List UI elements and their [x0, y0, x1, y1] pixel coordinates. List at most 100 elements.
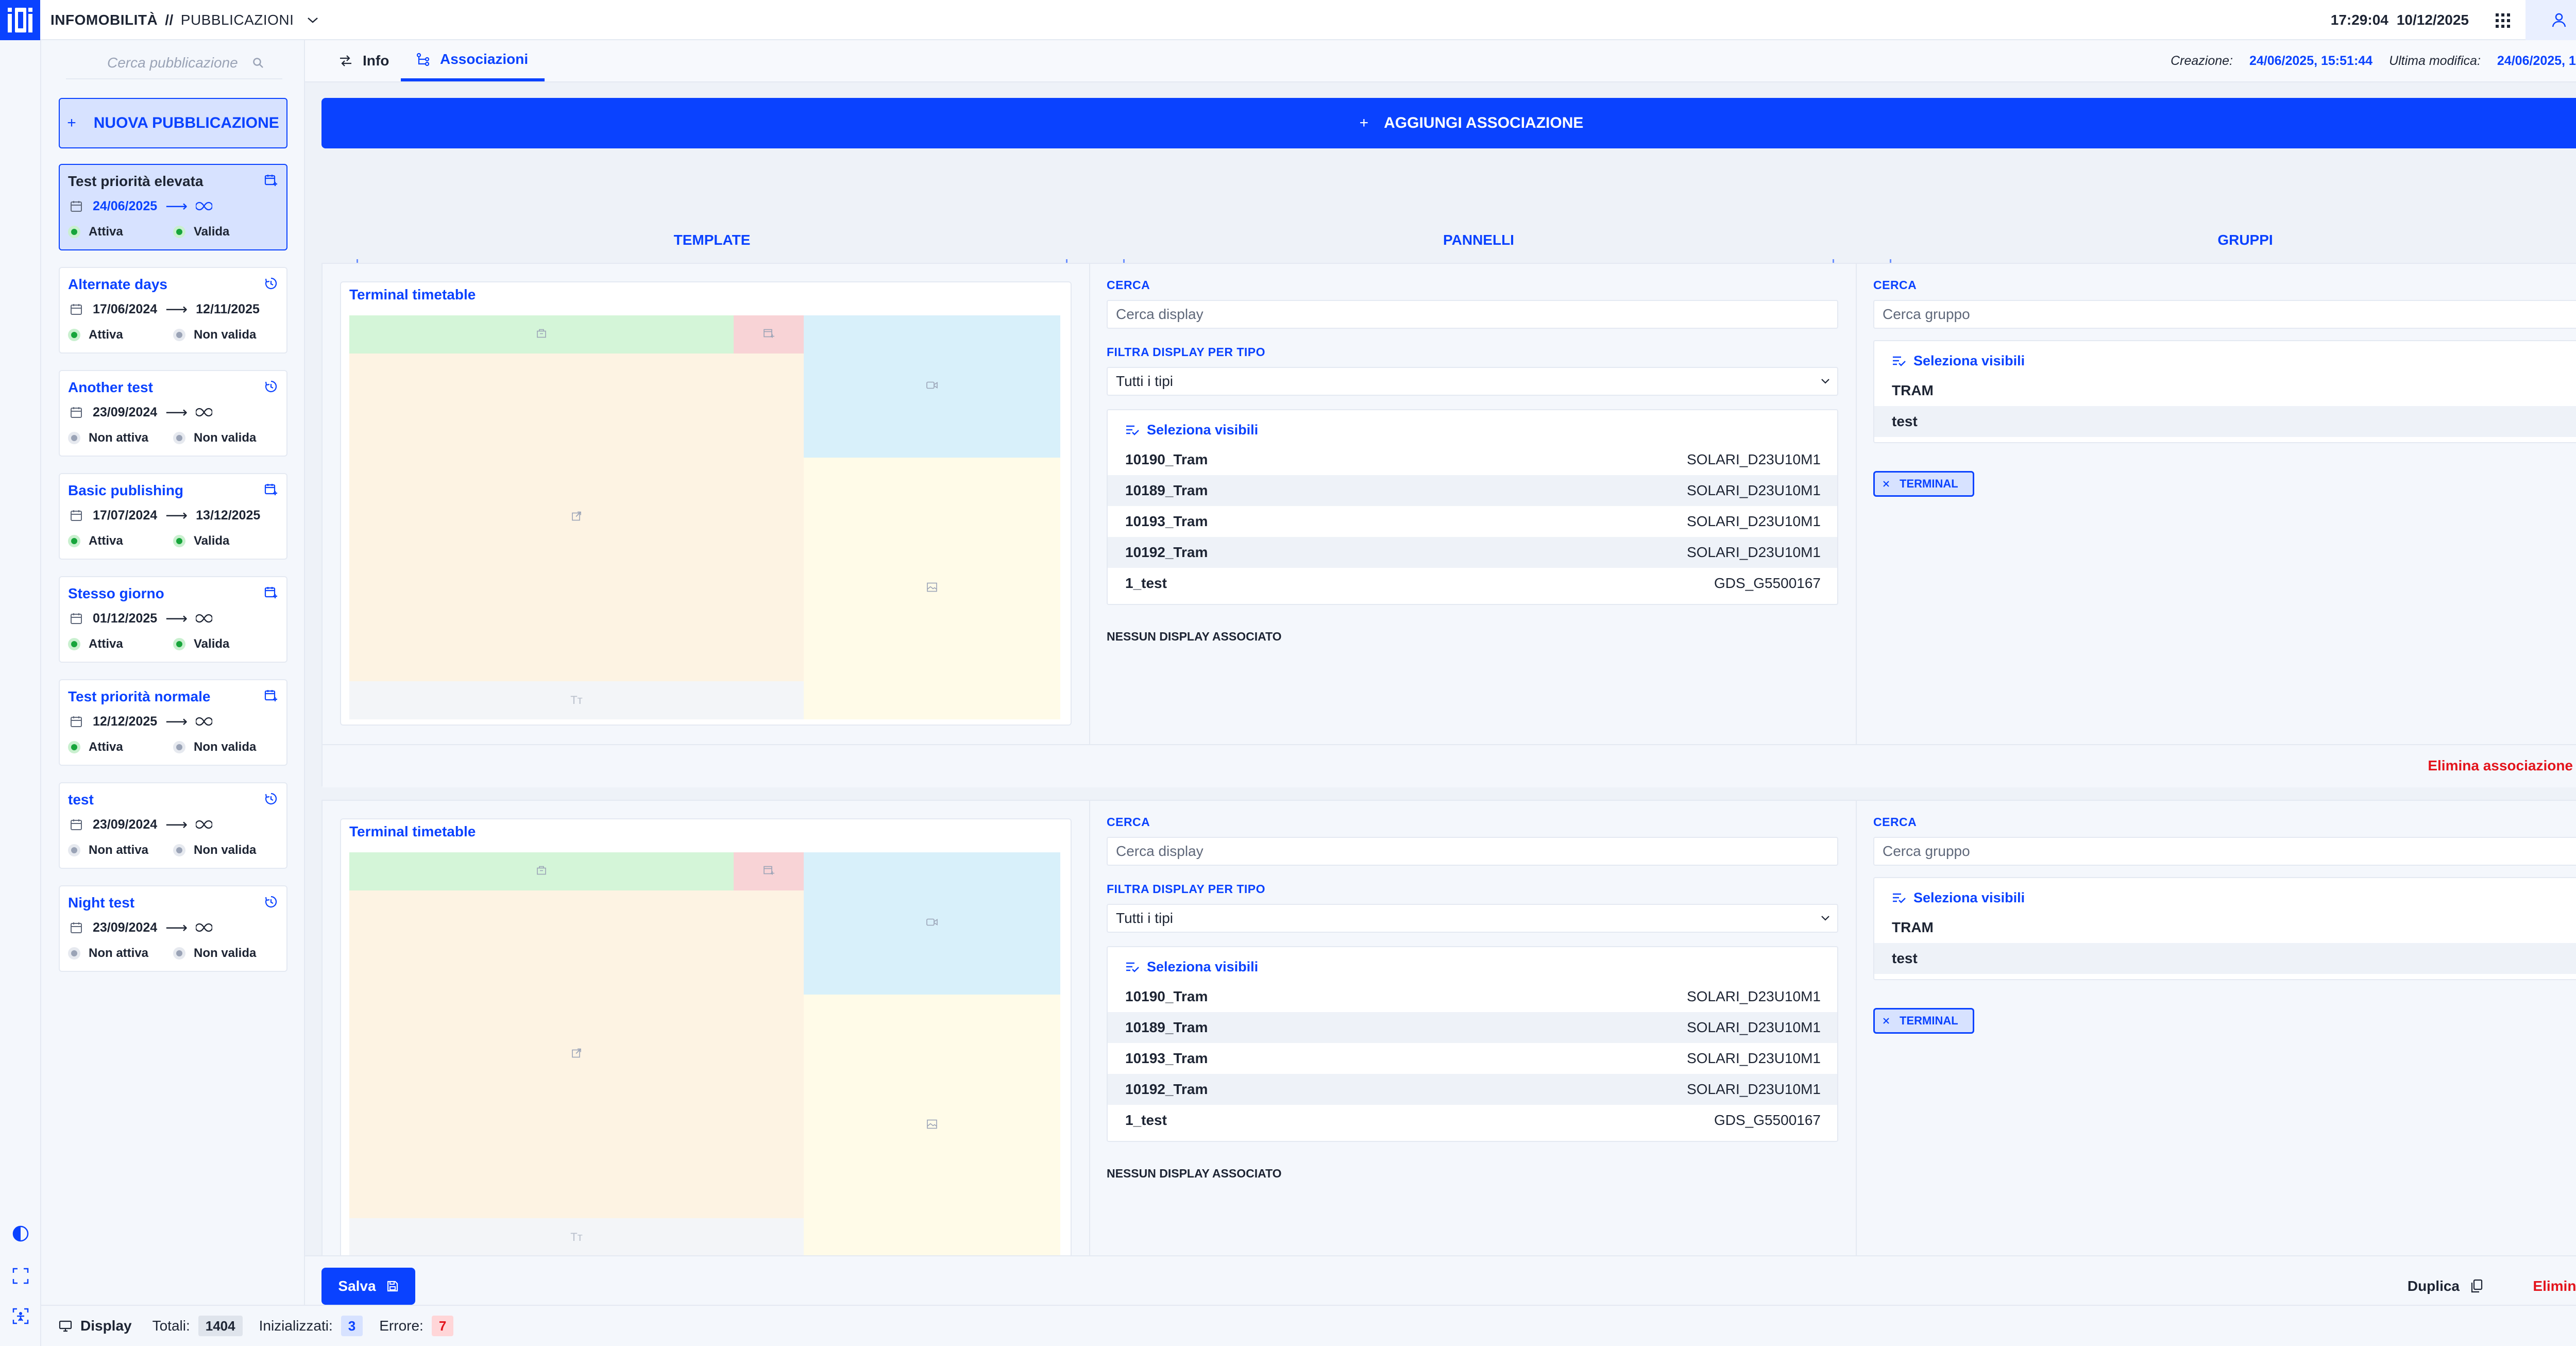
select-visible-button[interactable]: Seleziona visibili — [1108, 952, 1837, 981]
save-button[interactable]: Salva — [321, 1268, 415, 1305]
publication-title: Alternate days — [68, 276, 167, 292]
group-row[interactable]: test — [1874, 406, 2576, 437]
created-label: Creazione: — [2171, 53, 2233, 68]
delete-association-button[interactable]: Elimina associazione — [2428, 758, 2576, 774]
save-label: Salva — [338, 1278, 376, 1294]
display-row[interactable]: 10192_Tram SOLARI_D23U10M1 — [1108, 1074, 1837, 1105]
search-input[interactable]: Cerca pubblicazione — [107, 55, 238, 71]
checklist-icon — [1892, 355, 1906, 366]
valid-status: Non valida — [173, 843, 278, 857]
display-row[interactable]: 10189_Tram SOLARI_D23U10M1 — [1108, 1012, 1837, 1043]
error-label: Errore: — [379, 1318, 423, 1334]
active-label: Attiva — [89, 225, 123, 239]
group-search-label: CERCA — [1873, 278, 1917, 292]
publication-card[interactable]: test 23/09/2024 ⟶ Non attiva Non valida — [59, 782, 287, 869]
duplicate-button[interactable]: Duplica — [2408, 1268, 2483, 1305]
publication-status: Non attiva Non valida — [68, 941, 278, 966]
publication-card[interactable]: Test priorità elevata 24/06/2025 ⟶ Attiv… — [59, 164, 287, 250]
display-row[interactable]: 10189_Tram SOLARI_D23U10M1 — [1108, 475, 1837, 506]
group-row[interactable]: TRAM — [1874, 375, 2576, 406]
tab-associazioni-label: Associazioni — [440, 51, 529, 67]
active-label: Attiva — [89, 740, 123, 754]
app-logo[interactable] — [0, 0, 40, 40]
end-date: 12/11/2025 — [196, 301, 260, 316]
apps-grid-icon[interactable] — [2495, 12, 2511, 29]
group-row[interactable]: test — [1874, 943, 2576, 974]
publication-card[interactable]: Alternate days 17/06/2024 ⟶ 12/11/2025 A… — [59, 267, 287, 354]
display-row[interactable]: 10192_Tram SOLARI_D23U10M1 — [1108, 537, 1837, 568]
publication-status: Attiva Valida — [68, 632, 278, 657]
display-search-input[interactable]: Cerca display — [1107, 300, 1838, 329]
publications-sidebar: Cerca pubblicazione + NUOVA PUBBLICAZION… — [41, 40, 305, 1305]
top-bar: INFOMOBILITÀ // PUBBLICAZIONI 17:29:04 1… — [0, 0, 2576, 40]
left-rail — [0, 40, 41, 1346]
select-visible-button[interactable]: Seleziona visibili — [1874, 883, 2576, 912]
selected-group-chip[interactable]: TERMINAL — [1873, 1008, 1974, 1034]
tab-info[interactable]: Info — [339, 40, 389, 81]
status-dot-icon — [173, 844, 185, 856]
display-list: Seleziona visibili 10190_Tram SOLARI_D23… — [1107, 946, 1838, 1142]
publication-card[interactable]: Basic publishing 17/07/2024 ⟶ 13/12/2025… — [59, 473, 287, 560]
column-panels-label: PANNELLI — [1443, 232, 1514, 248]
calendar-plus-icon — [763, 328, 774, 341]
display-name: 10192_Tram — [1125, 1081, 1208, 1097]
display-type-select[interactable]: Tutti i tipi — [1107, 367, 1838, 396]
filter-label: FILTRA DISPLAY PER TIPO — [1107, 345, 1265, 359]
status-dot-icon — [68, 226, 80, 238]
display-row[interactable]: 10193_Tram SOLARI_D23U10M1 — [1108, 1043, 1837, 1074]
arrow-right-icon: ⟶ — [165, 403, 188, 421]
association-body: Terminal timetable Tт CERCA Cerca displa… — [323, 264, 2576, 744]
group-row[interactable]: TRAM — [1874, 912, 2576, 943]
publication-card[interactable]: Another test 23/09/2024 ⟶ Non attiva Non… — [59, 370, 287, 457]
template-zone — [804, 852, 1060, 995]
calendar-icon — [70, 303, 82, 315]
search-icon[interactable] — [252, 57, 264, 69]
template-preview[interactable]: Terminal timetable Tт — [340, 818, 1072, 1263]
calendar-icon — [70, 715, 82, 728]
display-type: GDS_G5500167 — [1714, 1112, 1821, 1128]
active-status: Non attiva — [68, 843, 173, 857]
display-row[interactable]: 10193_Tram SOLARI_D23U10M1 — [1108, 506, 1837, 537]
delete-button[interactable]: Elimina — [2533, 1268, 2576, 1305]
publication-card[interactable]: Night test 23/09/2024 ⟶ Non attiva Non v… — [59, 885, 287, 972]
group-search-input[interactable]: Cerca gruppo — [1873, 300, 2576, 329]
display-type-value: Tutti i tipi — [1116, 373, 1173, 389]
publication-dates: 23/09/2024 ⟶ — [68, 914, 278, 941]
select-visible-label: Seleziona visibili — [1147, 422, 1259, 438]
display-row[interactable]: 10190_Tram SOLARI_D23U10M1 — [1108, 981, 1837, 1012]
chevron-down-icon[interactable] — [307, 16, 318, 24]
select-visible-button[interactable]: Seleziona visibili — [1874, 346, 2576, 375]
clock-time: 17:29:04 — [2330, 12, 2388, 28]
select-visible-button[interactable]: Seleziona visibili — [1108, 415, 1837, 444]
add-association-button[interactable]: + AGGIUNGI ASSOCIAZIONE — [321, 98, 2576, 148]
publication-card[interactable]: Stesso giorno 01/12/2025 ⟶ Attiva Valida — [59, 576, 287, 663]
display-type-select[interactable]: Tutti i tipi — [1107, 904, 1838, 933]
fullscreen-icon[interactable] — [10, 1266, 31, 1286]
theme-toggle-icon[interactable] — [10, 1223, 31, 1244]
new-publication-button[interactable]: + NUOVA PUBBLICAZIONE — [59, 98, 287, 148]
close-icon[interactable] — [1882, 480, 1890, 488]
publication-search[interactable]: Cerca pubblicazione — [66, 47, 282, 79]
app-title[interactable]: INFOMOBILITÀ // PUBBLICAZIONI — [50, 0, 318, 40]
user-menu-button[interactable]: thetisit — [2526, 0, 2576, 40]
group-search-input[interactable]: Cerca gruppo — [1873, 837, 2576, 866]
display-search-input[interactable]: Cerca display — [1107, 837, 1838, 866]
display-row[interactable]: 1_test GDS_G5500167 — [1108, 568, 1837, 599]
publication-card[interactable]: Test priorità normale 12/12/2025 ⟶ Attiv… — [59, 679, 287, 766]
status-dot-icon — [68, 741, 80, 753]
close-icon[interactable] — [1882, 1017, 1890, 1025]
start-date: 23/09/2024 — [93, 920, 158, 935]
publication-dates: 23/09/2024 ⟶ — [68, 399, 278, 426]
template-preview[interactable]: Terminal timetable Tт — [340, 281, 1072, 726]
text-zone: Tт — [349, 681, 804, 719]
display-row[interactable]: 10190_Tram SOLARI_D23U10M1 — [1108, 444, 1837, 475]
display-row[interactable]: 1_test GDS_G5500167 — [1108, 1105, 1837, 1136]
display-status-label[interactable]: Display — [80, 1318, 132, 1334]
tab-associazioni[interactable]: Associazioni — [401, 40, 545, 81]
publication-status: Attiva Non valida — [68, 735, 278, 760]
delete-association-label: Elimina associazione — [2428, 758, 2573, 773]
selected-group-label: TERMINAL — [1900, 1014, 1958, 1027]
accessibility-icon[interactable] — [10, 1306, 31, 1326]
selected-group-chip[interactable]: TERMINAL — [1873, 471, 1974, 497]
valid-label: Non valida — [194, 740, 257, 754]
